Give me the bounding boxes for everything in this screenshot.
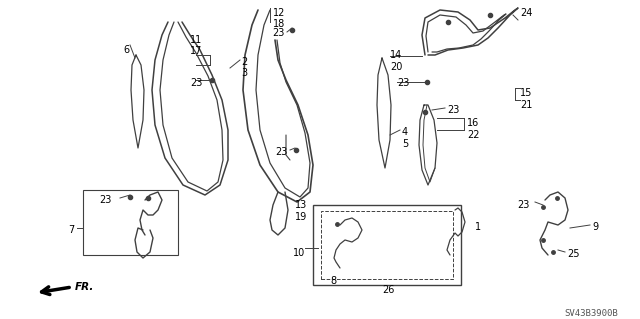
Text: 8: 8 [330, 276, 336, 286]
Text: 23: 23 [190, 78, 202, 88]
Bar [313, 205, 461, 285]
Text: 19: 19 [295, 212, 307, 222]
Text: 23: 23 [397, 78, 410, 88]
Text: 23: 23 [518, 200, 530, 210]
Text: 9: 9 [592, 222, 598, 232]
Text: 15: 15 [520, 88, 532, 98]
Text: 16: 16 [467, 118, 479, 128]
Bar [321, 211, 453, 279]
Text: 7: 7 [68, 225, 74, 235]
Text: 23: 23 [100, 195, 112, 205]
Text: SV43B3900B: SV43B3900B [564, 309, 618, 318]
Text: 21: 21 [520, 100, 532, 110]
Text: 25: 25 [567, 249, 579, 259]
Text: 10: 10 [292, 248, 305, 258]
Text: 4: 4 [402, 127, 408, 137]
Text: 18: 18 [273, 19, 285, 29]
Bar [83, 190, 178, 255]
Text: 13: 13 [295, 200, 307, 210]
Text: 17: 17 [190, 46, 202, 56]
Text: 6: 6 [123, 45, 129, 55]
Text: 14: 14 [390, 50, 403, 60]
Text: 3: 3 [241, 68, 247, 78]
Text: 23: 23 [447, 105, 460, 115]
Text: 5: 5 [402, 139, 408, 149]
Text: 2: 2 [241, 57, 247, 67]
Text: FR.: FR. [75, 282, 94, 292]
Text: 22: 22 [467, 130, 479, 140]
Text: 26: 26 [382, 285, 394, 295]
Text: 23: 23 [276, 147, 288, 157]
Text: 24: 24 [520, 8, 532, 18]
Text: 1: 1 [475, 222, 481, 232]
Text: 23: 23 [273, 28, 285, 38]
Text: 11: 11 [190, 35, 202, 45]
Text: 12: 12 [273, 8, 285, 18]
Text: 20: 20 [390, 62, 403, 72]
